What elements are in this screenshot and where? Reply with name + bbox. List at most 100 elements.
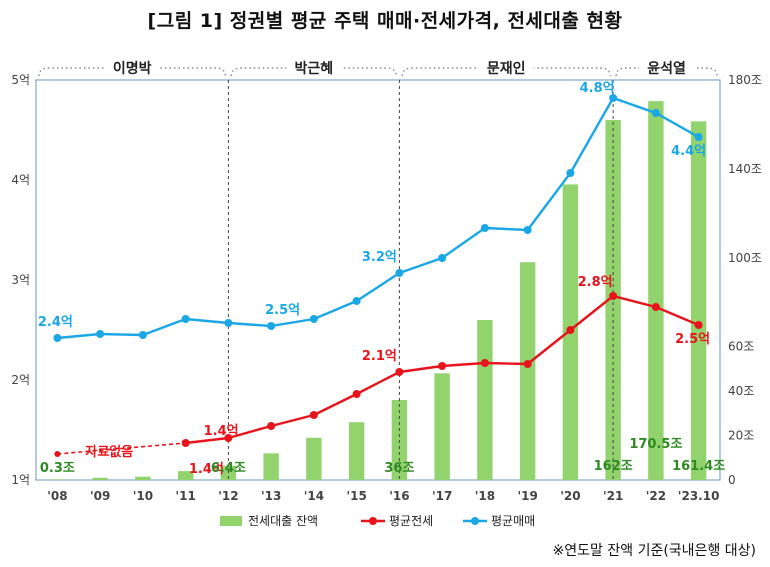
x-axis-tick: '16 bbox=[389, 489, 409, 503]
point-jeonse-3 bbox=[181, 439, 190, 447]
point-sale-15 bbox=[694, 133, 703, 141]
era-label: 윤석열 bbox=[647, 60, 686, 77]
right-axis-tick: 40조 bbox=[728, 384, 754, 398]
point-sale-1 bbox=[96, 330, 105, 338]
x-axis-tick: '10 bbox=[133, 489, 153, 503]
point-sale-13 bbox=[609, 94, 618, 102]
sale-label: 4.4억 bbox=[671, 144, 706, 159]
era-label-bg bbox=[104, 58, 160, 76]
x-axis-tick: '09 bbox=[90, 489, 110, 503]
x-axis-tick: '14 bbox=[304, 489, 324, 503]
point-sale-0 bbox=[53, 334, 62, 342]
jeonse-label: 1.4억 bbox=[204, 424, 239, 439]
line-dashed-segment bbox=[57, 442, 186, 455]
left-axis-tick: 2억 bbox=[11, 373, 30, 387]
point-jeonse-15 bbox=[694, 321, 703, 329]
x-axis-tick: '21 bbox=[603, 489, 623, 503]
bar-3 bbox=[177, 471, 194, 480]
x-axis-tick: '11 bbox=[175, 489, 195, 503]
point-jeonse-9 bbox=[438, 362, 447, 370]
x-axis-tick: '17 bbox=[432, 489, 452, 503]
point-sale-8 bbox=[395, 269, 404, 277]
legend-entry: 평균전세 bbox=[389, 514, 433, 528]
right-axis-tick: 60조 bbox=[728, 340, 754, 354]
bar-0 bbox=[49, 479, 66, 480]
legend-entry: 전세대출 잔액 bbox=[248, 514, 318, 528]
point-sale-10 bbox=[480, 224, 489, 232]
bar-9 bbox=[434, 373, 450, 480]
era-label: 이명박 bbox=[113, 60, 152, 77]
plot-frame bbox=[35, 79, 721, 481]
point-jeonse-8 bbox=[395, 368, 404, 376]
left-axis-tick: 5억 bbox=[11, 73, 30, 87]
x-axis-tick: '12 bbox=[218, 489, 238, 503]
x-axis-tick: '18 bbox=[475, 489, 495, 503]
legend: 전세대출 잔액 평균전세 평균매매 bbox=[220, 514, 535, 528]
jeonse-label: 1.4억 bbox=[189, 462, 224, 477]
right-axis-tick: 20조 bbox=[728, 429, 754, 443]
plot-area bbox=[35, 79, 721, 481]
point-jeonse-14 bbox=[651, 303, 660, 311]
footnote: ※연도말 잔액 기준(국내은행 대상) bbox=[552, 543, 756, 559]
right-axis-tick: 100조 bbox=[728, 251, 762, 265]
x-axis-tick: '08 bbox=[47, 489, 67, 503]
point-sale-9 bbox=[438, 254, 447, 262]
bar-label: 6.4조 bbox=[211, 461, 246, 476]
x-axis-tick: '20 bbox=[560, 489, 580, 503]
x-axis-tick: '13 bbox=[261, 489, 281, 503]
bar-label: 36조 bbox=[384, 461, 414, 476]
left-axis-tick: 3억 bbox=[11, 273, 30, 287]
x-axis-tick: '19 bbox=[517, 489, 537, 503]
era-label: 박근혜 bbox=[295, 60, 334, 77]
point-sale-5 bbox=[267, 322, 276, 330]
sale-label: 3.2억 bbox=[362, 250, 397, 265]
point-sale-2 bbox=[138, 331, 147, 339]
point-sale-4 bbox=[224, 319, 233, 327]
bar-2 bbox=[135, 476, 151, 480]
jeonse-label: 2.5억 bbox=[675, 332, 710, 347]
line-series bbox=[53, 94, 703, 457]
point-jeonse-7 bbox=[352, 390, 361, 398]
bar-11 bbox=[519, 262, 536, 480]
sale-label: 4.8억 bbox=[580, 81, 615, 96]
point-sale-14 bbox=[651, 109, 660, 117]
point-sale-11 bbox=[523, 226, 532, 234]
jeonse-label: 자료없음 bbox=[85, 444, 133, 460]
bar-label: 162조 bbox=[594, 459, 633, 474]
x-axis-tick: '23.10 bbox=[678, 489, 720, 503]
line-sale bbox=[57, 96, 700, 340]
x-axis-tick: '22 bbox=[646, 489, 666, 503]
era-label: 문재인 bbox=[487, 60, 526, 77]
bar-label: 170.5조 bbox=[629, 437, 682, 452]
era-label-bg bbox=[478, 58, 534, 76]
bar-6 bbox=[306, 437, 322, 480]
point-sale-3 bbox=[181, 315, 190, 323]
point-jeonse-0 bbox=[54, 451, 61, 457]
sale-label: 2.5억 bbox=[265, 303, 300, 318]
left-axis-tick: 4억 bbox=[11, 173, 30, 187]
jeonse-label: 2.8억 bbox=[578, 275, 613, 290]
right-axis-tick: 140조 bbox=[728, 162, 762, 176]
legend-entry: 평균매매 bbox=[491, 514, 535, 528]
sale-label: 2.4억 bbox=[38, 315, 73, 330]
bar-1 bbox=[92, 477, 108, 480]
point-sale-7 bbox=[352, 297, 361, 305]
point-jeonse-10 bbox=[480, 359, 489, 367]
right-axis-tick: 0 bbox=[728, 473, 736, 487]
point-jeonse-5 bbox=[267, 422, 276, 430]
left-axis-tick: 1억 bbox=[11, 473, 30, 487]
point-sale-12 bbox=[566, 169, 575, 177]
bar-7 bbox=[348, 422, 365, 480]
axes: 1억 2억 3억 4억 5억 0 20조 40조 60조 100조 140조 180조 '08 '09 '1… bbox=[11, 73, 762, 503]
bar-label: 0.3조 bbox=[40, 461, 75, 476]
point-jeonse-12 bbox=[566, 326, 575, 334]
bar-5 bbox=[263, 453, 279, 480]
point-jeonse-6 bbox=[309, 411, 318, 419]
era-label-bg bbox=[639, 58, 695, 76]
point-jeonse-11 bbox=[523, 360, 532, 368]
x-axis-tick: '15 bbox=[346, 489, 366, 503]
bar-series bbox=[49, 101, 707, 480]
bar-10 bbox=[477, 320, 493, 480]
